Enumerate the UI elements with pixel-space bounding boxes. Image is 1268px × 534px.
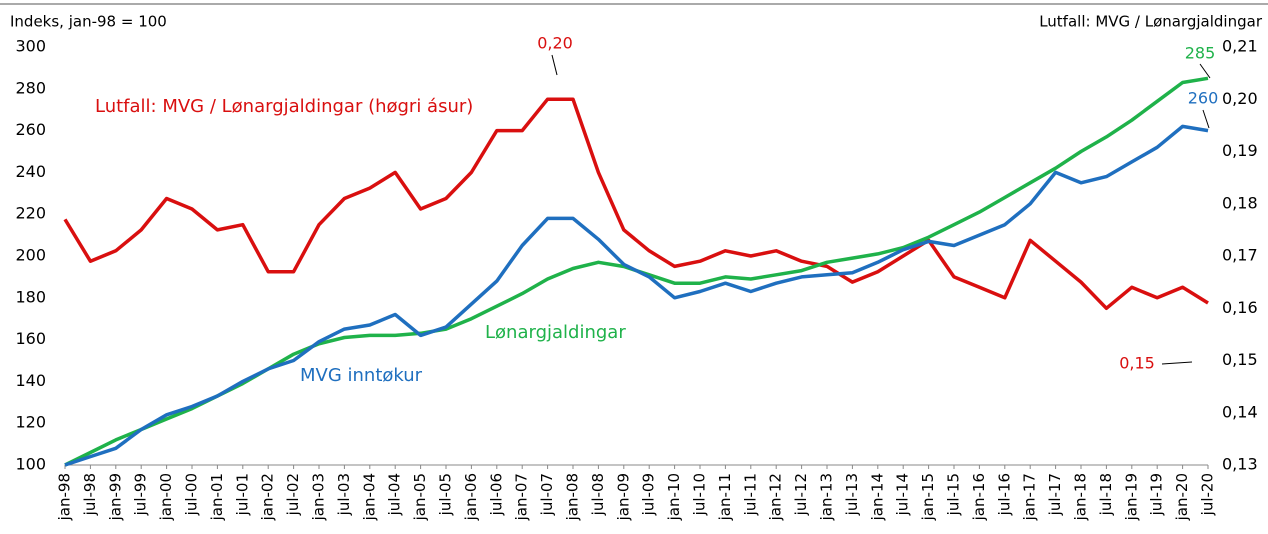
x-tick-label: jan-05 (411, 473, 429, 521)
series-label: Lønargjaldingar (485, 322, 626, 343)
x-tick-label: jul-13 (843, 473, 861, 516)
chart-title: Indeks, jan-98 = 100 (10, 13, 167, 31)
x-tick-label: jul-09 (640, 473, 658, 516)
y2-tick-label: 0,18 (1222, 193, 1258, 212)
x-tick-label: jan-08 (564, 473, 582, 521)
x-tick-label: jul-02 (284, 473, 302, 516)
annotation: 285 (1185, 44, 1216, 63)
x-tick-label: jul-07 (538, 473, 556, 516)
y-tick-label: 180 (15, 287, 46, 306)
x-tick-label: jan-10 (665, 473, 683, 521)
x-tick-label: jul-18 (1097, 473, 1115, 516)
y-tick-label: 280 (15, 78, 46, 97)
x-tick-label: jul-11 (741, 473, 759, 516)
y-tick-label: 120 (15, 413, 46, 432)
y2-tick-label: 0,17 (1222, 246, 1258, 265)
x-tick-label: jan-17 (1021, 473, 1039, 521)
x-tick-label: jul-17 (1046, 473, 1064, 516)
x-tick-label: jan-12 (767, 473, 785, 521)
x-tick-label: jul-04 (386, 473, 404, 516)
y2-tick-label: 0,15 (1222, 350, 1258, 369)
y-tick-label: 220 (15, 204, 46, 223)
y-tick-label: 240 (15, 162, 46, 181)
y-tick-label: 100 (15, 455, 46, 474)
y2-tick-label: 0,13 (1222, 455, 1258, 474)
series-label: MVG inntøkur (300, 365, 423, 386)
annotation-line (551, 54, 558, 76)
series-line (64, 124, 1209, 467)
x-tick-label: jul-99 (132, 473, 150, 516)
y-tick-label: 200 (15, 246, 46, 265)
x-tick-label: jan-01 (208, 473, 226, 521)
x-tick-label: jan-09 (614, 473, 632, 521)
y-tick-label: 140 (15, 371, 46, 390)
y2-tick-label: 0,16 (1222, 298, 1258, 317)
y2-title: Lutfall: MVG / Lønargjaldingar (1039, 13, 1263, 31)
y-tick-label: 260 (15, 120, 46, 139)
y2-tick-label: 0,20 (1222, 89, 1258, 108)
x-tick-label: jan-13 (818, 473, 836, 521)
x-tick-label: jan-18 (1072, 473, 1090, 521)
x-tick-label: jul-20 (1199, 473, 1217, 516)
x-tick-label: jul-12 (792, 473, 810, 516)
x-tick-label: jan-04 (360, 473, 378, 521)
x-tick-label: jan-98 (56, 473, 74, 521)
x-tick-label: jan-11 (716, 473, 734, 521)
x-tick-label: jul-05 (437, 473, 455, 516)
x-tick-label: jan-16 (970, 473, 988, 521)
x-tick-label: jul-06 (487, 473, 505, 516)
x-tick-label: jul-14 (894, 473, 912, 516)
y2-tick-label: 0,21 (1222, 37, 1258, 56)
x-tick-label: jan-15 (919, 473, 937, 521)
x-tick-label: jul-98 (81, 473, 99, 516)
x-tick-label: jan-14 (868, 473, 886, 521)
x-tick-label: jan-19 (1122, 473, 1140, 521)
y-tick-label: 160 (15, 329, 46, 348)
annotation: 0,20 (537, 34, 573, 53)
annotation-line (1199, 63, 1211, 79)
x-tick-label: jan-00 (157, 473, 175, 521)
y2-tick-label: 0,14 (1222, 402, 1258, 421)
annotation-line (1161, 361, 1193, 365)
x-tick-label: jul-15 (945, 473, 963, 516)
y2-tick-label: 0,19 (1222, 141, 1258, 160)
x-tick-label: jul-16 (995, 473, 1013, 516)
x-tick-label: jan-07 (513, 473, 531, 521)
series-label: Lutfall: MVG / Lønargjaldingar (høgri ás… (95, 96, 473, 117)
x-tick-label: jan-20 (1173, 473, 1191, 521)
x-tick-label: jul-19 (1148, 473, 1166, 516)
x-tick-label: jan-02 (259, 473, 277, 521)
x-tick-label: jan-99 (106, 473, 124, 521)
x-tick-label: jan-06 (462, 473, 480, 521)
series-line (63, 97, 1209, 311)
x-tick-label: jul-00 (183, 473, 201, 516)
x-tick-label: jul-08 (589, 473, 607, 516)
x-tick-label: jul-01 (233, 473, 251, 516)
y-tick-label: 300 (15, 37, 46, 56)
annotation-line (1202, 109, 1210, 129)
x-tick-label: jan-03 (310, 473, 328, 521)
annotation: 0,15 (1119, 354, 1155, 373)
x-tick-label: jul-10 (691, 473, 709, 516)
x-tick-label: jul-03 (335, 473, 353, 516)
annotation: 260 (1188, 89, 1219, 108)
